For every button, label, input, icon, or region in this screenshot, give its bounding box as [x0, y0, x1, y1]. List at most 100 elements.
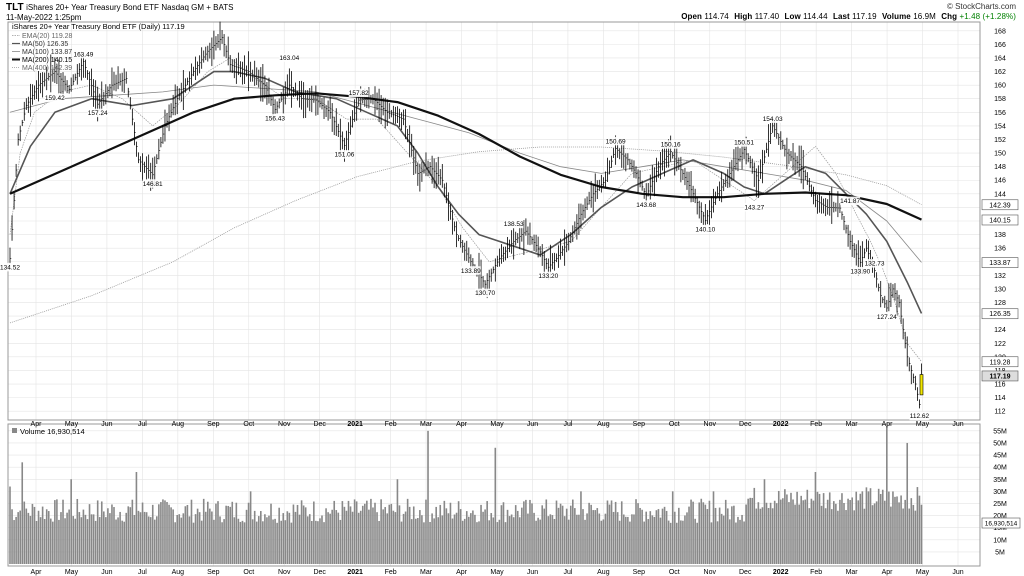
- y-tick-label: 130: [994, 286, 1006, 293]
- volume-bar: [490, 513, 493, 564]
- volume-bar: [333, 500, 336, 564]
- volume-bar: [649, 511, 652, 564]
- volume-bar: [355, 501, 358, 564]
- volume-bar: [549, 514, 552, 564]
- volume-bar: [72, 516, 75, 564]
- volume-bar: [47, 511, 50, 564]
- volume-bar: [733, 505, 735, 564]
- volume-bar: [225, 505, 227, 564]
- volume-bar: [96, 500, 99, 564]
- volume-bar: [731, 506, 733, 564]
- right-badge: 117.19: [989, 373, 1010, 380]
- x-tick-label: May: [916, 421, 930, 428]
- volume-bar: [257, 516, 260, 564]
- price-annotation: 143.27: [744, 205, 764, 212]
- volume-bar: [859, 493, 862, 564]
- volume-bar: [771, 508, 774, 564]
- volume-bar: [290, 522, 293, 564]
- x-tick-label: Jun: [101, 421, 112, 428]
- volume-bar: [339, 519, 342, 564]
- volume-bar: [211, 511, 213, 564]
- volume-bar: [392, 510, 395, 564]
- volume-bar: [861, 491, 864, 564]
- volume-tick-label: 30M: [993, 489, 1007, 496]
- volume-bar: [812, 500, 815, 564]
- volume-bar: [584, 519, 586, 564]
- quote-line: Open 114.74 High 117.40 Low 114.44 Last …: [681, 12, 1016, 22]
- volume-bar: [180, 517, 183, 564]
- volume-bar: [15, 516, 17, 564]
- volume-bar: [865, 487, 868, 564]
- volume-bar: [251, 519, 254, 564]
- volume-bar: [472, 510, 474, 564]
- volume-bar: [875, 501, 878, 564]
- volume-bar: [54, 500, 56, 564]
- volume-bar: [408, 506, 411, 564]
- annotation-bg: [73, 49, 94, 59]
- volume-bar: [74, 518, 77, 564]
- legend-main: iShares 20+ Year Treasury Bond ETF (Dail…: [12, 22, 185, 31]
- annotation-bg: [142, 179, 163, 188]
- volume-tick-label: 40M: [993, 465, 1007, 472]
- x-tick-label: Mar: [846, 421, 859, 428]
- volume-x-tick-label: Nov: [704, 569, 717, 576]
- volume-bar: [722, 515, 725, 564]
- price-annotation: 138.53: [504, 221, 524, 228]
- volume-bar: [206, 501, 209, 564]
- volume-bar: [718, 507, 721, 564]
- volume-bar: [537, 517, 539, 564]
- price-annotation: 159.42: [45, 95, 65, 102]
- annotation-bg: [909, 411, 930, 421]
- volume-x-tick-label: Dec: [313, 569, 326, 576]
- volume-x-tick-label: May: [916, 569, 930, 576]
- volume-x-tick-label: May: [490, 569, 504, 576]
- volume-bar: [217, 501, 219, 564]
- annotation-bg: [0, 262, 20, 272]
- y-tick-label: 132: [994, 273, 1006, 280]
- volume-bar: [737, 516, 739, 564]
- volume-bar: [103, 511, 105, 564]
- volume-bar: [604, 513, 607, 564]
- x-tick-label: Aug: [597, 421, 610, 428]
- volume-bar: [704, 504, 707, 564]
- volume-bar: [94, 520, 97, 564]
- volume-bar: [606, 500, 609, 564]
- volume-bar: [904, 499, 906, 564]
- volume-x-tick-label: 2021: [347, 569, 363, 576]
- volume-bar: [706, 509, 709, 564]
- volume-bar: [90, 514, 93, 564]
- legend-ma200: MA(200) 140.15: [22, 57, 72, 64]
- volume-bar: [384, 507, 386, 564]
- ticker-symbol: TLT: [6, 2, 24, 13]
- volume-bar: [366, 500, 368, 564]
- volume-bar: [498, 519, 501, 564]
- volume-bar: [833, 501, 835, 564]
- volume-bar: [229, 506, 232, 564]
- volume-bar: [663, 506, 666, 564]
- volume-x-tick-label: Jul: [563, 569, 572, 576]
- volume-bar: [151, 504, 154, 564]
- volume-bar: [465, 511, 468, 564]
- x-tick-label: Aug: [172, 421, 185, 428]
- volume-bar: [645, 511, 648, 564]
- x-tick-label: Dec: [739, 421, 752, 428]
- volume-bar: [863, 508, 866, 564]
- x-tick-label: Apr: [31, 421, 43, 428]
- volume-bar: [313, 501, 315, 564]
- volume-bar: [751, 497, 754, 564]
- volume-bar: [898, 502, 900, 564]
- x-tick-label: May: [65, 421, 79, 428]
- volume-bar: [902, 508, 904, 564]
- volume-bar: [763, 479, 766, 564]
- volume-bar: [400, 521, 403, 564]
- volume-bar: [427, 430, 429, 564]
- volume-bar: [223, 519, 225, 564]
- volume-bar: [769, 502, 772, 564]
- volume-bar: [798, 504, 800, 564]
- volume-bar: [563, 516, 566, 564]
- volume-bar: [529, 499, 531, 564]
- price-annotation: 163.04: [279, 55, 299, 62]
- volume-bar: [565, 508, 568, 564]
- volume-value: 16.9M: [913, 12, 936, 21]
- volume-bar: [86, 519, 89, 564]
